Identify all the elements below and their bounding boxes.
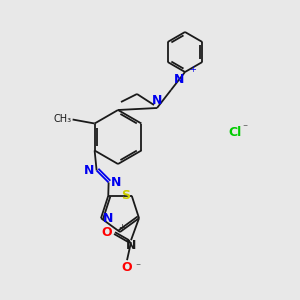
Text: N: N [126, 239, 136, 252]
Text: N: N [152, 94, 162, 107]
Text: N: N [174, 73, 184, 86]
Text: N: N [103, 212, 113, 225]
Text: ⁻: ⁻ [135, 262, 140, 272]
Text: N: N [84, 164, 94, 177]
Text: ⁻: ⁻ [242, 123, 247, 133]
Text: N: N [111, 176, 121, 189]
Text: O: O [122, 261, 132, 274]
Text: +: + [118, 223, 125, 232]
Text: +: + [189, 65, 196, 74]
Text: Cl: Cl [228, 125, 241, 139]
Text: O: O [101, 226, 112, 239]
Text: S: S [121, 189, 130, 202]
Text: CH₃: CH₃ [53, 115, 72, 124]
